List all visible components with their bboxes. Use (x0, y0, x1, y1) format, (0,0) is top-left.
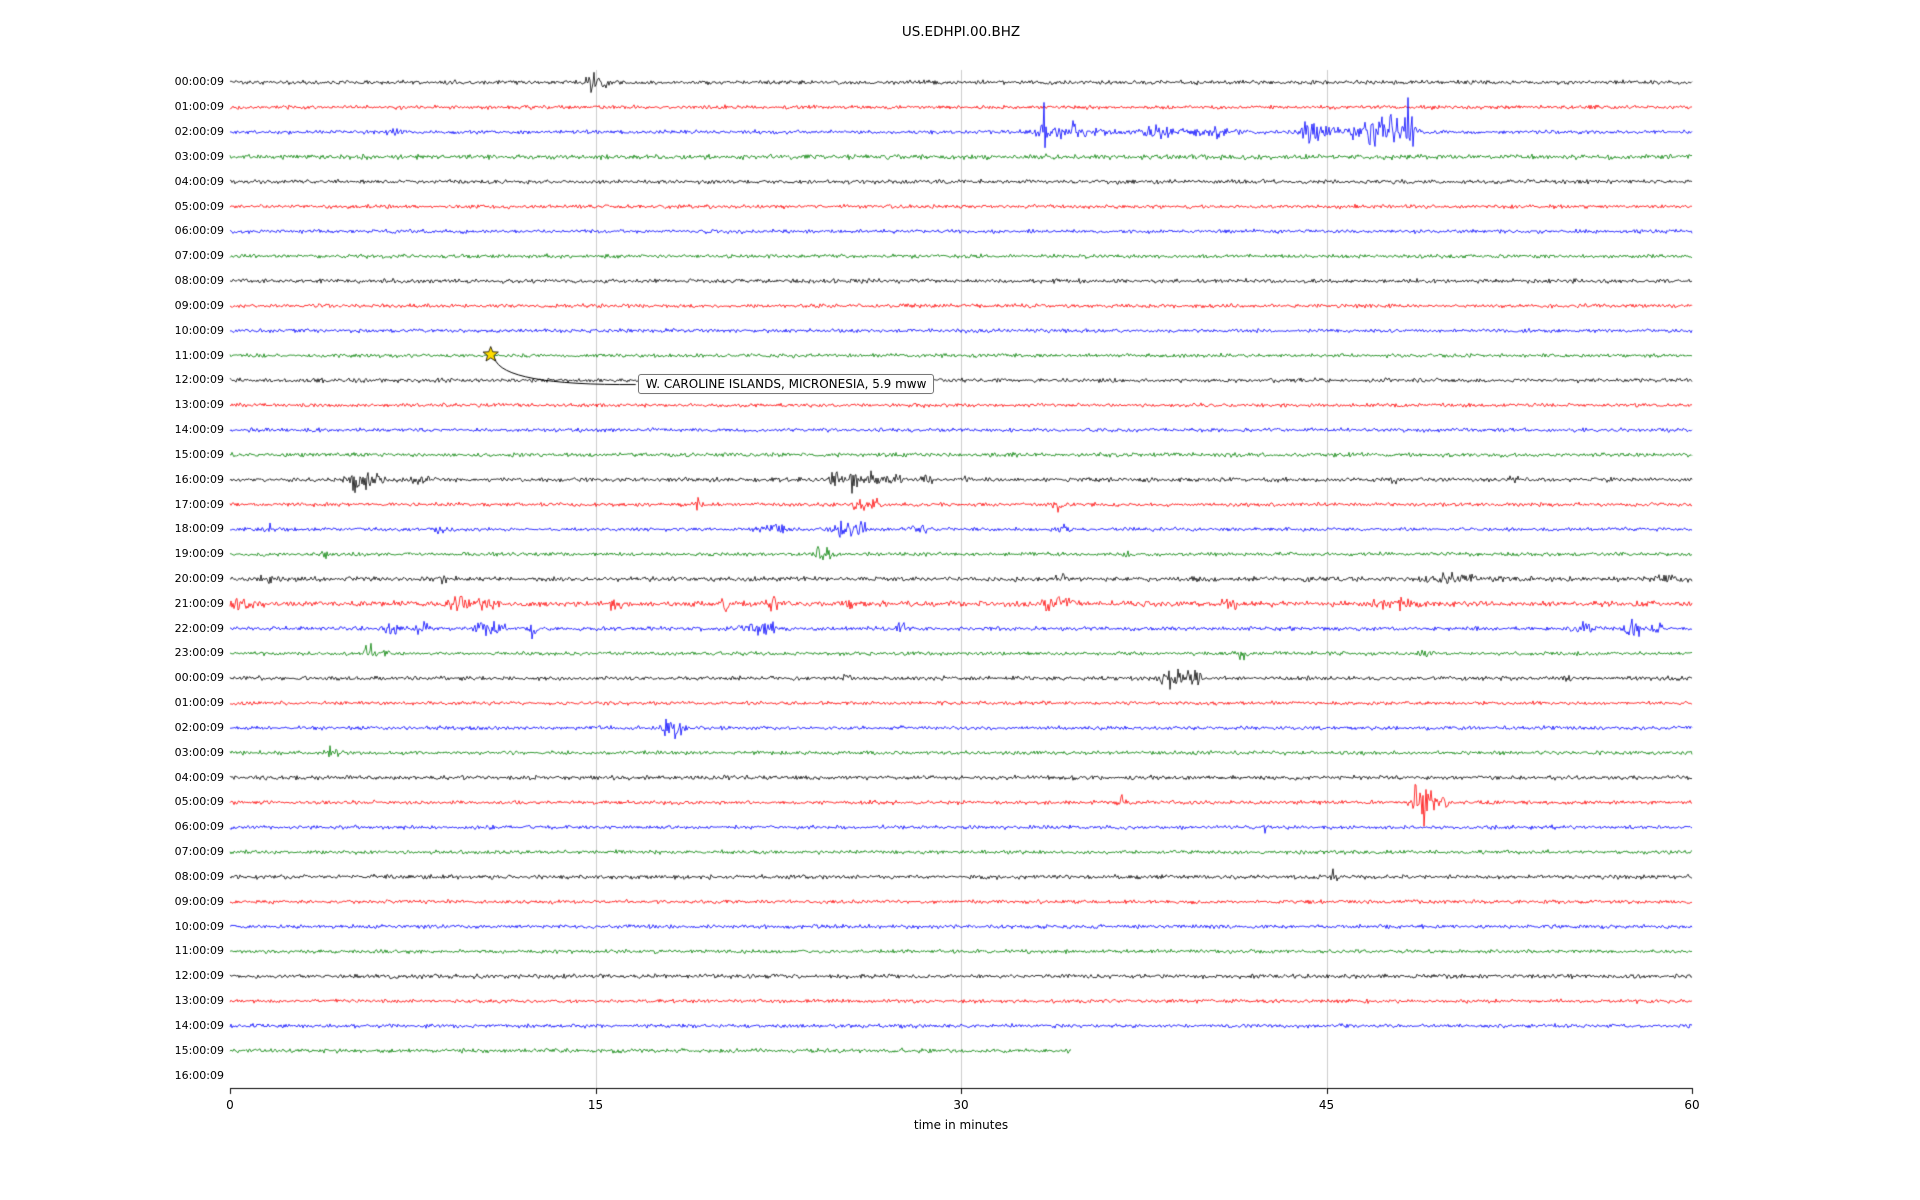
x-tick-label: 15 (587, 1098, 604, 1112)
y-tick-label: 09:00:09 (174, 298, 224, 312)
y-tick-label: 19:00:09 (174, 547, 224, 561)
y-tick-label: 15:00:09 (174, 1043, 224, 1057)
y-tick-label: 07:00:09 (174, 845, 224, 859)
y-tick-label: 02:00:09 (174, 720, 224, 734)
y-tick-label: 00:00:09 (174, 75, 224, 89)
y-tick-label: 06:00:09 (174, 224, 224, 238)
y-tick-label: 01:00:09 (174, 696, 224, 710)
y-tick-label: 11:00:09 (174, 944, 224, 958)
x-tick-label: 45 (1318, 1098, 1335, 1112)
y-tick-label: 21:00:09 (174, 596, 224, 610)
y-tick-label: 00:00:09 (174, 671, 224, 685)
y-tick-label: 05:00:09 (174, 795, 224, 809)
x-tick-label: 0 (226, 1098, 234, 1112)
y-tick-label: 08:00:09 (174, 869, 224, 883)
y-tick-label: 20:00:09 (174, 572, 224, 585)
y-tick-label: 11:00:09 (174, 348, 224, 362)
y-tick-label: 18:00:09 (174, 522, 224, 536)
y-tick-label: 07:00:09 (174, 249, 224, 263)
y-tick-label: 23:00:09 (174, 646, 224, 660)
y-tick-label: 14:00:09 (174, 423, 224, 437)
y-tick-label: 01:00:09 (174, 100, 224, 114)
y-tick-label: 06:00:09 (174, 820, 224, 834)
y-tick-label: 04:00:09 (174, 770, 224, 784)
y-tick-label: 10:00:09 (174, 919, 224, 933)
y-tick-label: 05:00:09 (174, 199, 224, 213)
y-tick-label: 09:00:09 (174, 894, 224, 908)
y-tick-label: 15:00:09 (174, 447, 224, 461)
x-axis-title: time in minutes (913, 1118, 1009, 1132)
x-tick-label: 30 (953, 1098, 969, 1112)
y-tick-label: 22:00:09 (174, 621, 224, 635)
y-tick-label: 04:00:09 (174, 174, 224, 188)
y-tick-label: 14:00:09 (174, 1018, 224, 1032)
x-tick-label: 60 (1684, 1098, 1700, 1112)
event-annotation-label: W. CAROLINE ISLANDS, MICRONESIA, 5.9 mww (637, 373, 935, 394)
y-tick-label: 16:00:09 (174, 472, 224, 486)
y-tick-label: 16:00:09 (174, 1068, 224, 1082)
y-tick-label: 08:00:09 (174, 274, 224, 288)
y-tick-label: 03:00:09 (174, 149, 224, 163)
y-tick-label: 03:00:09 (174, 745, 224, 759)
y-tick-label: 13:00:09 (174, 994, 224, 1008)
y-tick-label: 13:00:09 (174, 398, 224, 412)
y-tick-label: 12:00:09 (174, 969, 224, 983)
y-tick-label: 10:00:09 (174, 323, 224, 337)
y-tick-label: 17:00:09 (174, 497, 224, 511)
y-tick-label: 12:00:09 (174, 373, 224, 387)
y-tick-label: 02:00:09 (174, 125, 224, 139)
